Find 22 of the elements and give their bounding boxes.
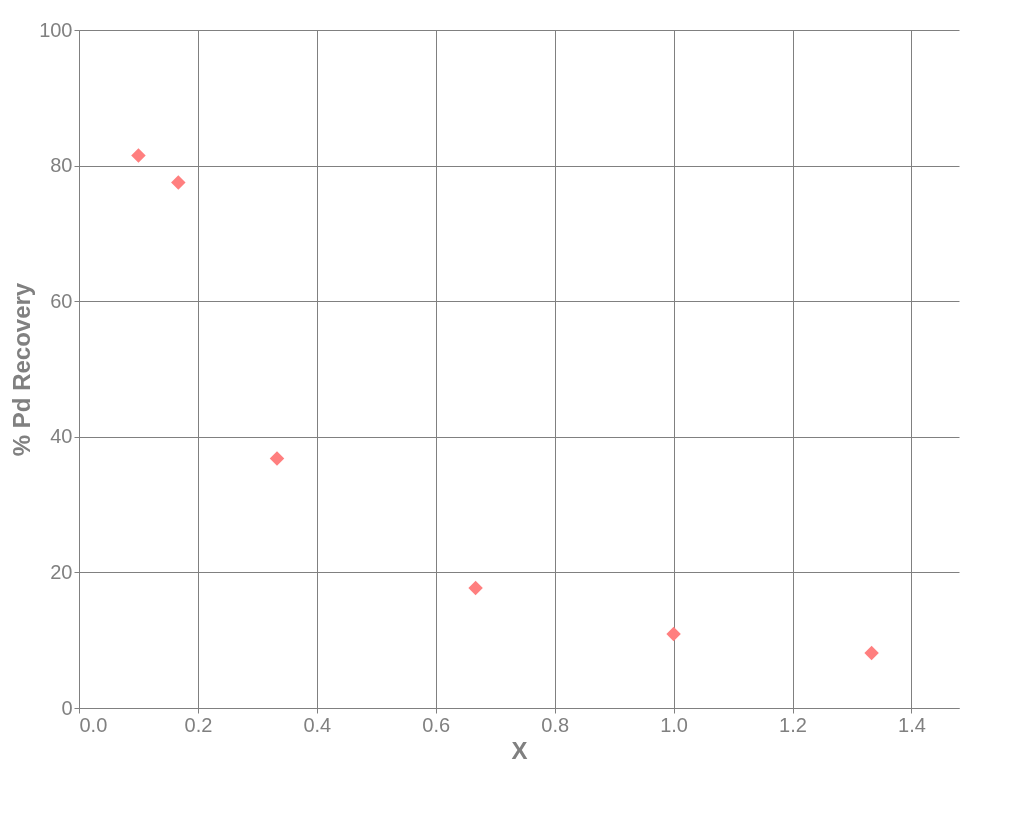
y-tick-label: 100 <box>39 18 73 41</box>
x-axis-title: X <box>511 736 528 764</box>
point <box>269 451 285 466</box>
y-tick-label: 40 <box>50 425 73 448</box>
x-tick-label: 0.8 <box>541 713 570 736</box>
point <box>171 175 186 190</box>
y-tick-label: 80 <box>50 154 73 177</box>
y-tick-label: 60 <box>50 289 73 312</box>
x-tick-label: 1.0 <box>660 713 688 736</box>
point <box>864 645 879 661</box>
x-tick-label: 1.2 <box>779 713 807 736</box>
y-tick-label: 0 <box>61 696 73 719</box>
y-tick-label: 20 <box>50 560 73 583</box>
x-tick-label: 0.2 <box>184 713 213 736</box>
x-tick-label: 0.6 <box>422 713 451 736</box>
point <box>131 148 146 163</box>
x-tick-label: 0.4 <box>303 713 332 736</box>
point <box>666 626 681 642</box>
x-tick-label: 1.4 <box>898 713 926 736</box>
point <box>468 580 483 596</box>
y-axis-title: % Pd Recovery <box>8 282 36 457</box>
x-tick-label: 0.0 <box>79 713 108 736</box>
